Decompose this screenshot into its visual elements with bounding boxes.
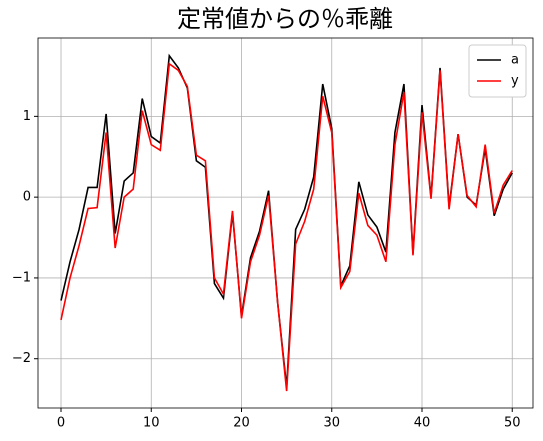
x-tick-label: 40 (414, 416, 431, 431)
y-tick-label: 0 (23, 190, 31, 205)
line-series (60, 62, 513, 392)
legend-box (468, 44, 527, 98)
y-tick-label: −2 (12, 351, 31, 366)
x-tick-label: 30 (323, 416, 340, 431)
x-tick-label: 10 (143, 416, 160, 431)
y-tick-label: −1 (12, 270, 31, 285)
chart-title: 定常値からの％乖離 (177, 5, 393, 33)
y-tick-label: 1 (23, 109, 31, 124)
legend-label: a (511, 53, 519, 68)
x-tick-label: 0 (57, 416, 65, 431)
x-tick-label: 50 (504, 416, 521, 431)
line-series (60, 53, 513, 388)
plot-frame (37, 37, 534, 409)
x-tick-label: 20 (233, 416, 250, 431)
legend-label: y (511, 74, 519, 89)
